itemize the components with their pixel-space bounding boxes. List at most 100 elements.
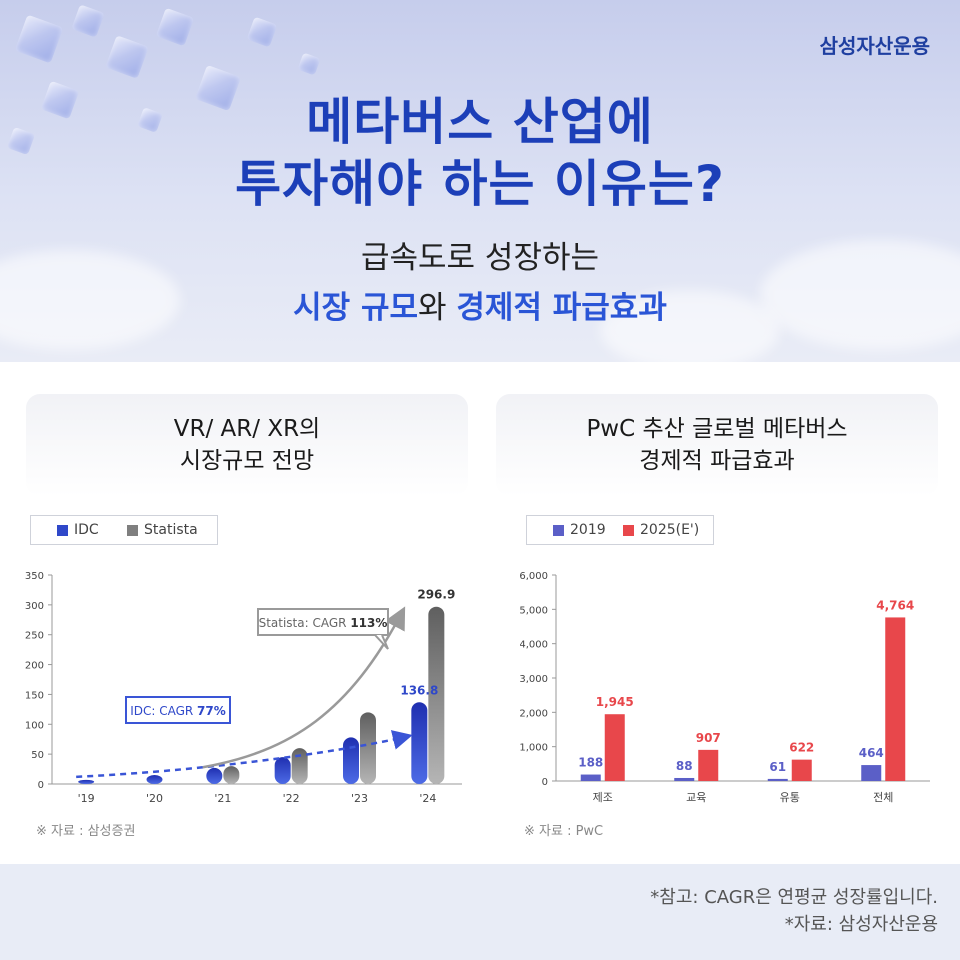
y-tick-label: 250	[25, 631, 44, 642]
bar-2019	[580, 774, 601, 781]
left-card-title-line2: 시장규모 전망	[179, 448, 315, 474]
left-card-title-line1: VR/ AR/ XR의	[173, 416, 321, 442]
bar-idc	[206, 767, 223, 784]
cagr-box-statista-tail	[374, 634, 389, 650]
cloud-decoration	[600, 290, 780, 362]
bar-idc	[274, 757, 291, 784]
subtitle-line2: 시장 규모와 경제적 파급효과	[0, 282, 960, 327]
right-bar-chart: 0 1,000 2,000 3,000 4,000 5,000 6,000 제조 188 1,94…	[520, 571, 930, 804]
left-chart-source: ※ 자료 : 삼성증권	[36, 824, 136, 839]
cube-decoration	[155, 7, 195, 47]
subtitle-line1: 급속도로 성장하는	[360, 240, 599, 276]
bar-2019	[674, 777, 695, 781]
data-label-2019: 88	[676, 759, 693, 773]
y-tick-label: 200	[25, 661, 44, 672]
legend-label-idc: IDC	[74, 522, 99, 538]
legend-swatch-statista	[127, 524, 138, 536]
legend-swatch-idc	[57, 524, 68, 536]
y-tick-label: 50	[31, 750, 44, 761]
y-tick-label: 0	[38, 780, 44, 791]
header-banner: 삼성자산운용 메타버스 산업에 투자해야 하는 이유는? 급속도로 성장하는 시…	[0, 0, 960, 362]
cube-decoration	[14, 14, 64, 64]
bar-idc	[343, 737, 359, 784]
page-title-line2: 투자해야 하는 이유는?	[235, 155, 725, 213]
bar-2025	[791, 759, 812, 781]
data-label-statista: 296.9	[417, 588, 455, 602]
legend-item-2025: 2025(E')	[623, 522, 699, 538]
x-tick-label: '20	[146, 792, 163, 805]
subtitle-highlight-market: 시장 규모	[293, 290, 419, 326]
data-label-2019: 61	[769, 760, 786, 774]
cloud-decoration	[760, 240, 960, 350]
y-tick-label: 150	[25, 690, 44, 701]
x-tick-label: 유통	[780, 791, 800, 804]
cube-decoration	[297, 52, 321, 76]
right-chart-legend: 2019 2025(E')	[526, 515, 714, 545]
cagr-label-idc: IDC: CAGR 77%	[130, 704, 226, 718]
x-tick-label: '22	[283, 792, 300, 805]
bar-statista	[360, 712, 376, 784]
cloud-decoration	[0, 250, 180, 350]
y-tick-label: 100	[25, 720, 44, 731]
cube-decoration	[105, 35, 149, 79]
subtitle-highlight-economy: 경제적 파급효과	[456, 290, 667, 326]
data-label-2025: 622	[789, 741, 814, 755]
brand-logo: 삼성자산운용	[819, 34, 930, 58]
subtitle-connector: 와	[418, 290, 457, 326]
y-tick-label: 300	[25, 601, 44, 612]
footer-note-cagr: *참고: CAGR은 연평균 성장률입니다.	[650, 887, 938, 908]
x-tick-label: '21	[214, 792, 231, 805]
data-label-2025: 1,945	[596, 695, 634, 709]
trend-line-idc	[76, 730, 413, 779]
left-card-header: VR/ AR/ XR의 시장규모 전망	[26, 394, 468, 496]
footer-note-source: *자료: 삼성자산운용	[784, 914, 938, 935]
y-tick-label: 0	[542, 777, 548, 788]
data-label-2025: 907	[696, 731, 721, 745]
x-tick-label: '24	[419, 792, 436, 805]
y-tick-label: 2,000	[520, 708, 548, 719]
legend-label-statista: Statista	[144, 522, 198, 538]
cagr-label-statista: Statista: CAGR 113%	[259, 616, 388, 630]
bar-2019	[861, 765, 882, 781]
data-label-2019: 188	[578, 756, 603, 770]
x-tick-label: 전체	[873, 791, 893, 804]
y-tick-label: 4,000	[520, 640, 548, 651]
y-tick-label: 350	[25, 571, 44, 582]
left-bar-chart: 0 50 100 150 200 250 300 350 '19 '20 '21 '22 '23 '24 1…	[25, 571, 462, 805]
data-label-2019: 464	[859, 746, 884, 760]
y-tick-label: 1,000	[520, 743, 548, 754]
bar-idc	[411, 702, 428, 784]
data-label-idc: 136.8	[400, 683, 438, 697]
legend-swatch-2019	[553, 524, 564, 536]
bar-statista	[428, 606, 445, 784]
trend-line-statista	[202, 606, 406, 769]
legend-label-2019: 2019	[570, 522, 606, 538]
bar-2025	[698, 749, 719, 781]
bar-2025	[604, 714, 625, 781]
legend-item-idc: IDC	[57, 522, 99, 538]
right-card-title-line2: 경제적 파급효과	[639, 448, 795, 474]
y-tick-label: 3,000	[520, 674, 548, 685]
right-chart-source: ※ 자료 : PwC	[524, 824, 604, 839]
cagr-box-idc	[125, 696, 231, 724]
cagr-box-statista	[257, 608, 389, 636]
right-card-title-line1: PwC 추산 글로벌 메타버스	[586, 416, 848, 442]
data-label-2025: 4,764	[876, 598, 914, 612]
cube-decoration	[246, 16, 278, 48]
y-tick-label: 5,000	[520, 605, 548, 616]
x-tick-label: 교육	[686, 791, 706, 804]
left-chart-legend: IDC Statista	[30, 515, 218, 545]
right-card-header: PwC 추산 글로벌 메타버스 경제적 파급효과	[496, 394, 938, 496]
y-tick-label: 6,000	[520, 571, 548, 582]
page-title-line1: 메타버스 산업에	[306, 93, 654, 151]
bar-2025	[885, 617, 906, 781]
legend-swatch-2025	[623, 524, 634, 536]
legend-label-2025: 2025(E')	[640, 522, 700, 538]
bar-statista	[223, 766, 240, 784]
bar-statista	[291, 748, 308, 784]
legend-item-statista: Statista	[127, 522, 198, 538]
x-tick-label: '23	[351, 792, 368, 805]
x-tick-label: 제조	[593, 791, 613, 804]
legend-item-2019: 2019	[553, 522, 606, 538]
x-tick-label: '19	[78, 792, 95, 805]
